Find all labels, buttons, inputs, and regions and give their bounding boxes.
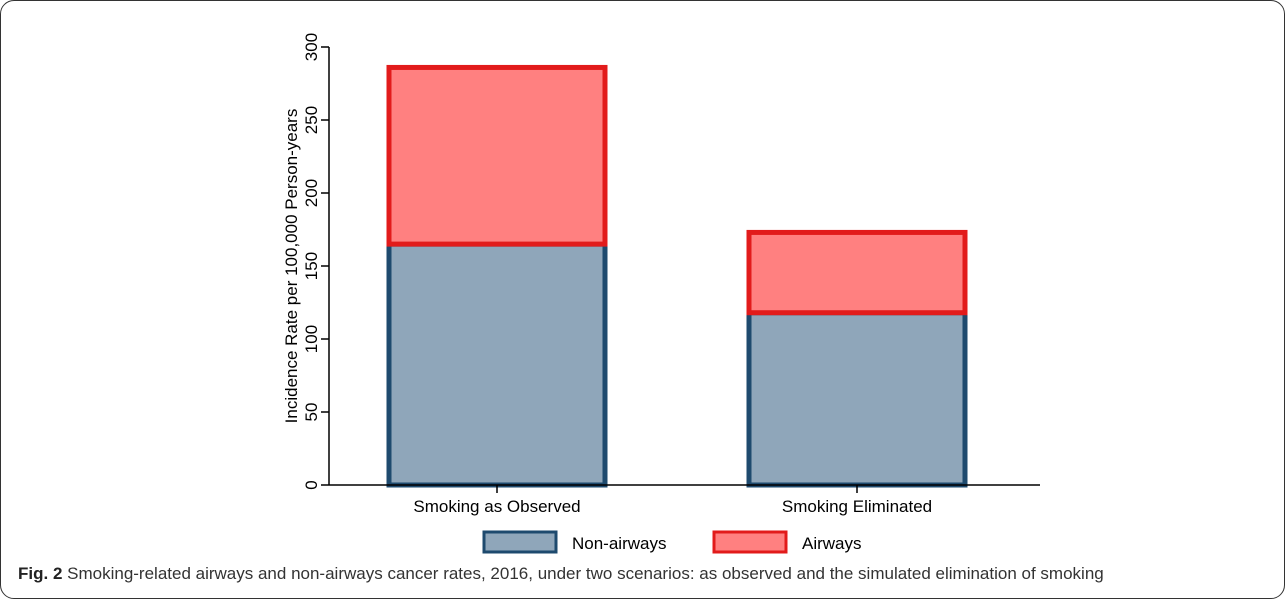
legend-label: Airways: [802, 534, 862, 553]
y-axis-label: Incidence Rate per 100,000 Person-years: [282, 109, 301, 424]
bar-airways-1: [386, 64, 608, 247]
legend-label: Non-airways: [572, 534, 666, 553]
legend-swatch: [482, 530, 558, 554]
bar-non-airways-2: [746, 310, 968, 488]
legend-swatch: [712, 530, 788, 554]
y-tick-label: 250: [302, 106, 321, 134]
bars: [386, 64, 968, 488]
y-tick-label: 300: [302, 33, 321, 61]
y-tick-label: 50: [302, 403, 321, 422]
y-tick-label: 200: [302, 179, 321, 207]
y-tick-label: 100: [302, 325, 321, 353]
y-tick-label: 0: [302, 480, 321, 489]
y-axis: 0 50 100 150 200 250 300 Incidence Rate per 10…: [282, 33, 330, 490]
legend: Non-airways Airways: [482, 530, 862, 554]
x-tick-label: Smoking Eliminated: [782, 497, 932, 516]
y-ticks: 0 50 100 150 200 250 300: [302, 33, 329, 490]
y-tick-label: 150: [302, 252, 321, 280]
x-tick-label: Smoking as Observed: [413, 497, 580, 516]
figure-caption: Fig. 2 Smoking-related airways and non-a…: [18, 564, 1278, 584]
bar-non-airways-1: [386, 241, 608, 488]
caption-text: Smoking-related airways and non-airways …: [62, 564, 1104, 583]
caption-label: Fig. 2: [18, 564, 63, 583]
bar-airways-2: [746, 229, 968, 316]
x-axis: Smoking as Observed Smoking Eliminated: [329, 484, 1040, 516]
